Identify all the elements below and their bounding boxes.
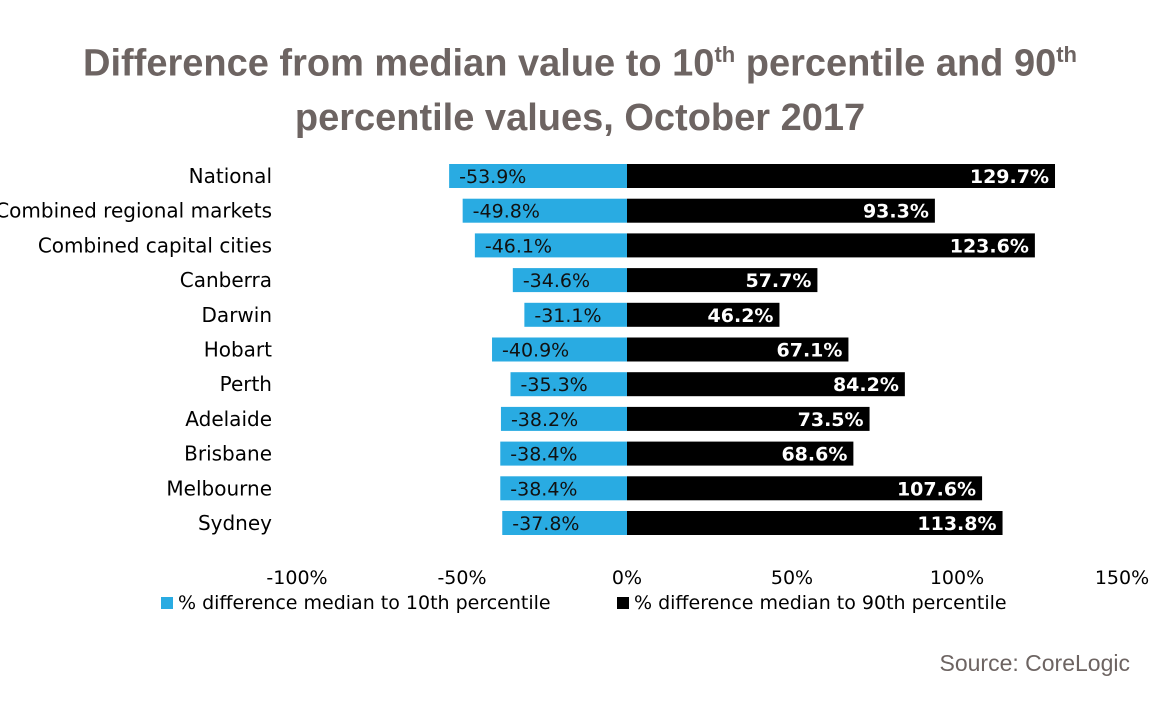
- bar-10th-percentile: [500, 406, 627, 431]
- category-label: Perth: [220, 372, 272, 396]
- chart-title-line-1: Difference from median value to 10th per…: [83, 42, 1077, 85]
- category-label: Hobart: [204, 338, 272, 362]
- category-label: Combined regional markets: [0, 199, 272, 223]
- category-label: Sydney: [198, 511, 272, 535]
- bar-10th-percentile: [502, 511, 627, 535]
- bar-chart: National -53.9% 129.7% Combined regional ma…: [0, 164, 1149, 614]
- x-tick-label: 150%: [1095, 567, 1149, 589]
- bar-10th-percentile: [492, 337, 627, 362]
- data-label-10th: -40.9%: [502, 340, 569, 362]
- category-label: Brisbane: [184, 442, 272, 466]
- legend-swatch-90th: [617, 597, 629, 609]
- data-label-10th: -38.2%: [511, 409, 578, 431]
- x-tick-label: 50%: [771, 567, 813, 589]
- bar-10th-percentile: [510, 372, 627, 397]
- chart-title-line-2: percentile values, October 2017: [294, 96, 866, 139]
- data-label-10th: -35.3%: [521, 374, 588, 396]
- source-note: Source: CoreLogic: [939, 650, 1131, 676]
- data-label-90th: 93.3%: [863, 201, 929, 223]
- data-label-10th: -46.1%: [485, 235, 552, 257]
- data-label-10th: -53.9%: [459, 166, 526, 188]
- legend-swatch-10th: [161, 597, 173, 609]
- bar-10th-percentile: [512, 268, 627, 293]
- data-label-90th: 107.6%: [897, 478, 976, 500]
- category-label: Darwin: [202, 303, 272, 327]
- data-label-10th: -38.4%: [510, 478, 577, 500]
- data-label-90th: 84.2%: [833, 374, 899, 396]
- bar-90th-percentile: [627, 233, 1035, 258]
- bar-90th-percentile: [627, 268, 818, 293]
- bar-90th-percentile: [627, 337, 849, 362]
- bar-10th-percentile: [449, 164, 627, 188]
- data-label-90th: 67.1%: [777, 340, 843, 362]
- data-label-10th: -31.1%: [534, 305, 601, 327]
- data-label-10th: -38.4%: [510, 444, 577, 466]
- bar-90th-percentile: [627, 441, 854, 466]
- data-label-90th: 129.7%: [970, 166, 1049, 188]
- bar-90th-percentile: [627, 198, 935, 223]
- data-label-10th: -49.8%: [473, 201, 540, 223]
- bar-90th-percentile: [627, 511, 1003, 535]
- data-label-90th: 113.8%: [917, 513, 996, 535]
- x-tick-label: 0%: [612, 567, 642, 589]
- category-label: Canberra: [180, 268, 272, 292]
- legend-label-10th: % difference median to 10th percentile: [178, 592, 551, 614]
- category-label: Adelaide: [185, 407, 272, 431]
- category-label: Melbourne: [166, 476, 272, 500]
- data-label-10th: -37.8%: [512, 513, 579, 535]
- bar-90th-percentile: [627, 372, 905, 397]
- bar-90th-percentile: [627, 164, 1056, 188]
- legend-label-90th: % difference median to 90th percentile: [634, 592, 1007, 614]
- data-label-90th: 57.7%: [745, 270, 811, 292]
- data-label-90th: 123.6%: [950, 235, 1029, 257]
- bar-10th-percentile: [500, 476, 627, 501]
- bar-90th-percentile: [627, 302, 780, 327]
- x-tick-label: -50%: [437, 567, 486, 589]
- x-tick-label: 100%: [930, 567, 984, 589]
- bar-10th-percentile: [462, 198, 627, 223]
- x-tick-label: -100%: [266, 567, 327, 589]
- bar-10th-percentile: [524, 302, 627, 327]
- data-label-10th: -34.6%: [523, 270, 590, 292]
- bar-90th-percentile: [627, 476, 983, 501]
- bar-10th-percentile: [474, 233, 627, 258]
- category-label: Combined capital cities: [38, 233, 272, 257]
- bar-90th-percentile: [627, 406, 870, 431]
- chart-title: Difference from median value to 10th per…: [20, 28, 1140, 145]
- data-label-90th: 46.2%: [708, 305, 774, 327]
- category-label: National: [189, 164, 272, 188]
- bar-10th-percentile: [500, 441, 627, 466]
- data-label-90th: 68.6%: [781, 444, 847, 466]
- data-label-90th: 73.5%: [798, 409, 864, 431]
